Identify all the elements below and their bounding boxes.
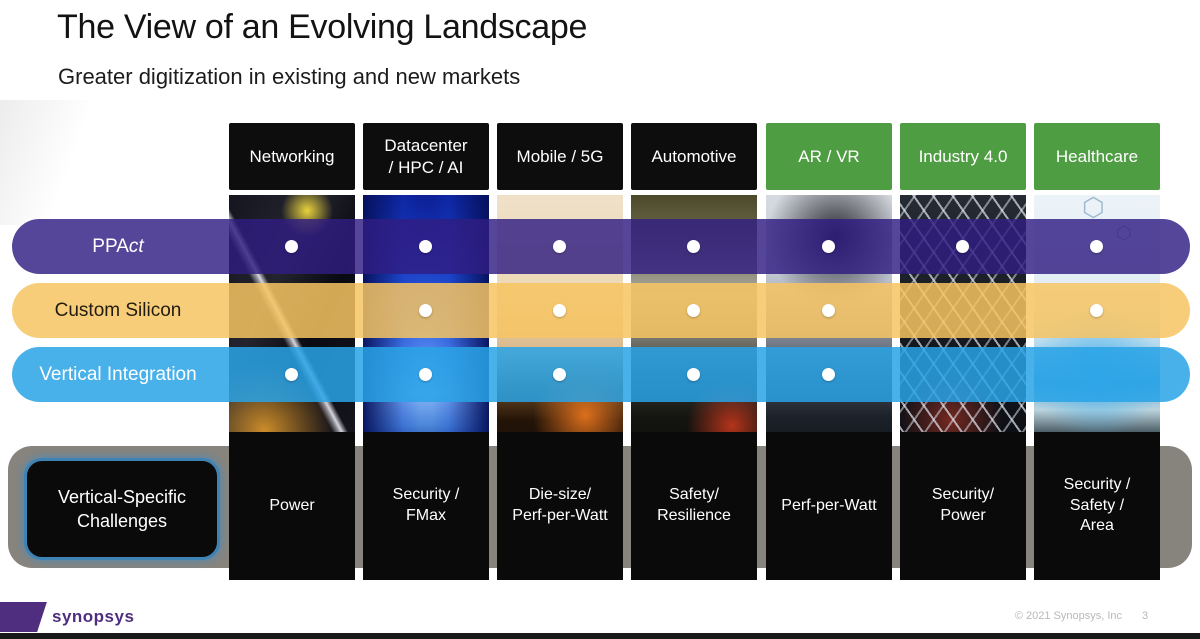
row-pill-vertical-integration: Vertical Integration bbox=[12, 347, 1190, 402]
coverage-dot-custom-silicon-healthcare bbox=[1090, 304, 1103, 317]
coverage-dot-vertical-integration-networking bbox=[285, 368, 298, 381]
synopsys-logo-mark bbox=[0, 602, 47, 632]
row-pill-custom-silicon: Custom Silicon bbox=[12, 283, 1190, 338]
coverage-dot-vertical-integration-mobile-5g bbox=[553, 368, 566, 381]
challenge-cell-networking: Power bbox=[229, 432, 355, 580]
coverage-dot-ppact-industry-4-0 bbox=[956, 240, 969, 253]
coverage-dot-custom-silicon-ar-vr bbox=[822, 304, 835, 317]
copyright-text: © 2021 Synopsys, Inc bbox=[1014, 610, 1122, 622]
column-header-ar-vr: AR / VR bbox=[766, 123, 892, 190]
challenge-cell-datacenter-hpc-ai: Security / FMax bbox=[363, 432, 489, 580]
vertical-specific-challenges-label: Vertical-Specific Challenges bbox=[57, 486, 187, 531]
column-header-automotive: Automotive bbox=[631, 123, 757, 190]
coverage-dot-vertical-integration-automotive bbox=[687, 368, 700, 381]
row-pill-ppact: PPA ct bbox=[12, 219, 1190, 274]
coverage-dot-ppact-networking bbox=[285, 240, 298, 253]
synopsys-logo-text: synopsys bbox=[52, 607, 135, 626]
challenge-cell-industry-4-0: Security/ Power bbox=[900, 432, 1026, 580]
challenge-cell-mobile-5g: Die-size/ Perf-per-Watt bbox=[497, 432, 623, 580]
coverage-dot-vertical-integration-datacenter-hpc-ai bbox=[419, 368, 432, 381]
coverage-dot-custom-silicon-mobile-5g bbox=[553, 304, 566, 317]
challenge-cell-ar-vr: Perf-per-Watt bbox=[766, 432, 892, 580]
column-header-mobile-5g: Mobile / 5G bbox=[497, 123, 623, 190]
coverage-dot-custom-silicon-automotive bbox=[687, 304, 700, 317]
row-label-vertical-integration: Vertical Integration bbox=[39, 363, 197, 385]
page-title: The View of an Evolving Landscape bbox=[57, 8, 588, 46]
coverage-dot-ppact-automotive bbox=[687, 240, 700, 253]
coverage-dot-ppact-healthcare bbox=[1090, 240, 1103, 253]
page-number: 3 bbox=[1141, 610, 1149, 622]
challenge-cell-automotive: Safety/ Resilience bbox=[631, 432, 757, 580]
coverage-dot-ppact-datacenter-hpc-ai bbox=[419, 240, 432, 253]
column-header-industry-4-0: Industry 4.0 bbox=[900, 123, 1026, 190]
coverage-dot-ppact-ar-vr bbox=[822, 240, 835, 253]
row-label-custom-silicon: Custom Silicon bbox=[54, 299, 182, 321]
row-label-ppact: PPA ct bbox=[92, 235, 144, 257]
slide-bottom-bar bbox=[0, 633, 1200, 639]
coverage-dot-ppact-mobile-5g bbox=[553, 240, 566, 253]
coverage-dot-custom-silicon-datacenter-hpc-ai bbox=[419, 304, 432, 317]
column-header-healthcare: Healthcare bbox=[1034, 123, 1160, 190]
hexagon-icon: ⬡ bbox=[1082, 192, 1105, 222]
challenge-cell-healthcare: Security / Safety / Area bbox=[1034, 432, 1160, 580]
coverage-dot-vertical-integration-ar-vr bbox=[822, 368, 835, 381]
vertical-specific-challenges-box: Vertical-Specific Challenges bbox=[24, 458, 220, 560]
column-header-networking: Networking bbox=[229, 123, 355, 190]
page-subtitle: Greater digitization in existing and new… bbox=[58, 64, 521, 89]
background-deco bbox=[0, 100, 100, 225]
column-header-datacenter-hpc-ai: Datacenter / HPC / AI bbox=[363, 123, 489, 190]
